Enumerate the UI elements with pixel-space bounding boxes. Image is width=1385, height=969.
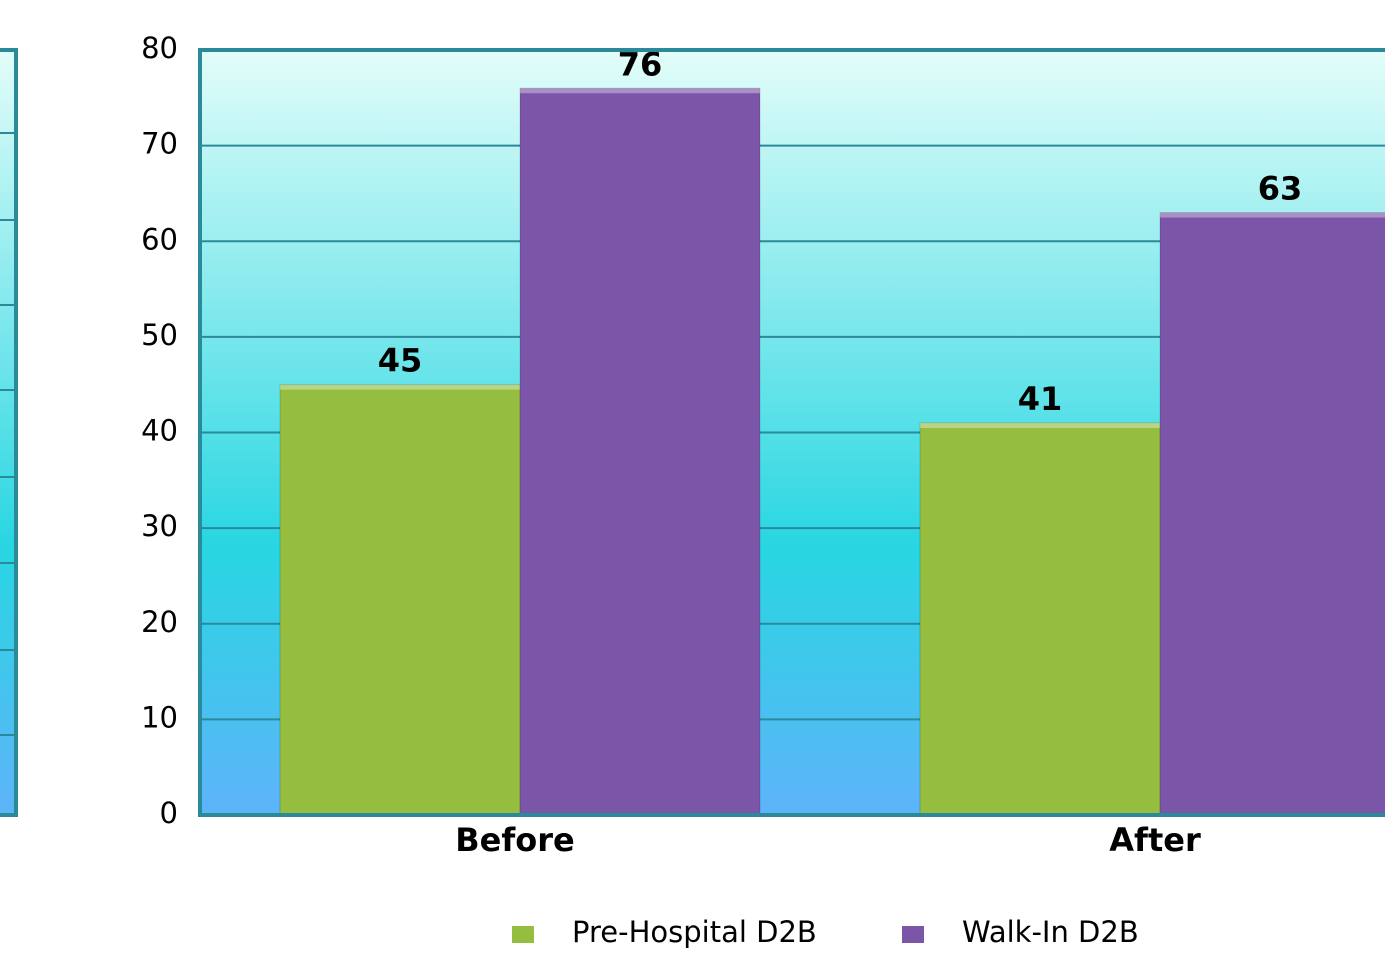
y-tick-label: 30 [141,509,178,543]
x-tick-label: After [1109,821,1201,859]
data-label: 45 [378,342,423,380]
bar-highlight [280,384,520,390]
y-tick-label: 70 [141,127,178,161]
legend-swatch [902,926,924,943]
neighbor-chart-fragment [0,48,18,817]
legend-label: Walk-In D2B [962,915,1139,949]
y-tick-label: 10 [141,700,178,734]
y-tick-label: 60 [141,222,178,256]
y-tick-label: 50 [141,318,178,352]
legend-label: Pre-Hospital D2B [572,915,817,949]
bar [279,384,521,816]
bar-highlight [920,422,1160,428]
y-tick-label: 0 [160,796,178,830]
legend-swatch [512,926,534,943]
bar [519,87,761,816]
y-tick-label: 20 [141,605,178,639]
bar-highlight [520,88,760,94]
bar-highlight [1160,212,1385,218]
plot-border [198,48,1385,817]
data-label: 63 [1258,170,1303,208]
y-tick-label: 40 [141,414,178,448]
bar [1159,212,1385,816]
x-tick-label: Before [455,821,574,859]
y-tick-label: 80 [141,31,178,65]
bar [919,422,1161,816]
data-label: 41 [1018,380,1063,418]
